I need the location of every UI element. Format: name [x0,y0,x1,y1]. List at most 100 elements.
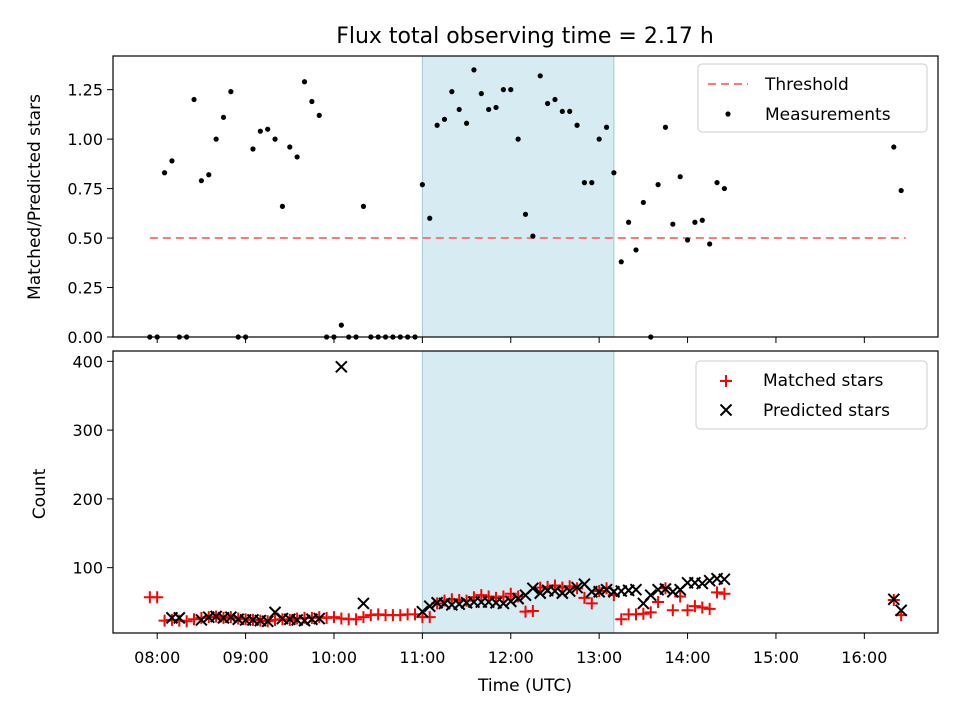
ratio-y-tick-label: 1.25 [67,81,103,100]
measurement-point [707,241,713,247]
measurement-point [456,106,462,113]
ratio-panel: Flux total observing time = 2.17 h Match… [25,24,939,347]
count-plot-frame [112,350,939,634]
count-legend: Matched stars Predicted stars [695,360,928,430]
measurement-point [434,122,440,128]
measurement-point [301,79,308,85]
measurement-point [493,104,499,111]
legend-measurement-swatch [725,111,731,117]
ratio-y-tick-label: 0.75 [67,180,103,199]
measurement-point [228,89,234,95]
measurement-point [427,215,433,221]
matched-star-point [548,579,561,592]
x-tick-label: 08:00 [134,648,180,667]
legend-threshold-label: Threshold [764,75,849,95]
predicted-star-point [261,615,274,628]
measurement-point [655,182,661,188]
x-tick-label: 09:00 [223,648,269,667]
matched-star-point [475,589,488,602]
measurement-point [574,122,580,128]
ratio-y-tick-label: 0.00 [67,328,103,347]
predicted-star-point [887,593,901,606]
measurement-point [633,247,639,253]
measurement-point [294,154,300,160]
matched-star-point [681,604,694,617]
matched-star-point [652,596,665,609]
predicted-star-point [534,586,547,600]
measurement-point [898,187,904,194]
predicted-star-point [497,597,510,610]
measurement-point [611,170,617,176]
measurement-point [419,182,425,188]
ratio-plot-frame [112,55,939,338]
predicted-star-point [666,585,680,598]
ratio-y-tick-label: 0.50 [67,229,103,248]
predicted-star-point [629,583,643,596]
predicted-star-point [718,573,731,586]
measurement-point [257,128,263,134]
predicted-star-point [526,582,540,595]
measurement-point [338,322,344,328]
measurement-point [670,221,676,227]
x-tick-label: 12:00 [488,648,534,667]
matched-star-point [497,590,510,603]
legend-box [697,63,928,133]
legend-box [695,360,928,430]
chart-title: Flux total observing time = 2.17 h [336,24,714,49]
predicted-star-point [563,584,576,598]
ratio-y-tick-label: 1.00 [67,130,103,149]
matched-star-point [711,586,724,599]
measurement-point [618,259,624,265]
matched-star-point [327,611,340,624]
measurement-point [486,106,492,113]
measurement-point [316,112,322,118]
measurement-point [272,136,278,142]
matched-star-point [350,613,363,626]
predicted-star-point [592,585,606,598]
predicted-star-point [703,574,716,587]
predicted-star-point [504,595,517,608]
measurement-point [478,90,484,97]
measurement-point [463,120,470,126]
measurement-point [530,233,536,239]
measurement-point [360,203,367,209]
measurement-point [699,217,705,223]
predicted-star-point [548,584,562,598]
matched-star-point [526,604,539,617]
matched-star-point [578,591,591,604]
observing-window-shade [421,55,615,338]
predicted-star-point [357,597,370,610]
matched-star-point [666,604,679,617]
x-tick-label: 13:00 [576,648,622,667]
ratio-legend: Threshold Measurements [697,63,928,133]
matched-star-point [703,602,716,615]
measurement-point [279,203,286,209]
measurement-point [265,126,271,132]
measurement-point [721,185,727,192]
count-y-axis-label: Count [30,468,50,519]
measurement-point [522,211,529,217]
measurement-point [449,89,455,95]
matched-star-point [718,587,731,600]
count-panel: Count Time (UTC) 100 200 300 400 08:00 09:00 1… [30,350,939,696]
predicted-star-point [600,583,613,596]
measurement-point [537,73,543,79]
measurement-point [589,180,595,186]
matched-star-point [585,597,598,610]
measurement-point [559,108,565,115]
matched-star-point [615,613,628,626]
predicted-star-point [416,605,429,618]
matched-star-point [637,607,650,620]
measurement-point [250,146,256,152]
measurement-point [581,180,588,186]
count-y-tick-label: 400 [72,352,103,371]
count-y-tick-label: 200 [72,490,103,509]
x-tick-label: 15:00 [753,648,799,667]
measurement-point [441,116,448,122]
matched-star-point [674,590,687,603]
matched-star-point [512,590,525,603]
measurement-point [220,114,227,120]
measurement-point [198,178,204,184]
measurement-point [567,108,573,115]
